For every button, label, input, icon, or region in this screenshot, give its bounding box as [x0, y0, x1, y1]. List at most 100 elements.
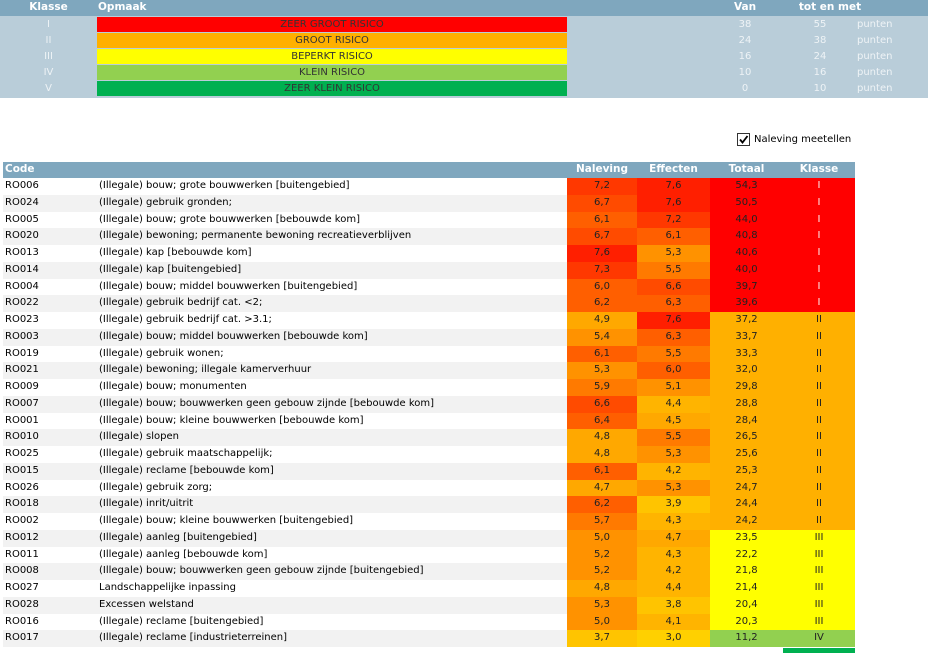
naleving-cell: 4,8 [567, 429, 637, 446]
row-background [3, 228, 567, 245]
row-code: RO021 [5, 364, 39, 376]
effecten-cell: 4,5 [637, 412, 710, 430]
legend-unit: punten [857, 83, 893, 94]
row-description: (Illegale) gebruik maatschappelijk; [99, 448, 273, 459]
row-description: (Illegale) reclame [industrieterreinen] [99, 632, 288, 644]
row-description: (Illegale) bewoning; permanente bewoning… [99, 230, 412, 242]
checkbox[interactable] [737, 133, 750, 146]
klasse-cell: III [783, 580, 855, 597]
klasse-cell: II [783, 345, 855, 363]
row-description: (Illegale) aanleg [buitengebied] [99, 531, 257, 543]
effecten-cell: 4,7 [637, 529, 710, 547]
naleving-cell: 6,1 [567, 211, 637, 229]
row-background [3, 261, 567, 279]
row-code: RO022 [5, 297, 39, 309]
effecten-cell: 5,5 [637, 345, 710, 363]
row-code: RO016 [5, 615, 39, 627]
naleving-cell: 5,0 [567, 529, 637, 547]
effecten-cell: 3,0 [637, 630, 710, 647]
row-description: (Illegale) gebruik zorg; [99, 481, 213, 493]
legend-to: 24 [813, 51, 827, 62]
totaal-cell: 50,5 [710, 194, 783, 212]
naleving-cell: 4,8 [567, 580, 637, 597]
column-header: Naleving [575, 163, 629, 175]
legend-class: IV [43, 67, 54, 78]
legend-unit: punten [857, 35, 893, 46]
klasse-cell: II [783, 446, 855, 463]
effecten-cell: 6,6 [637, 278, 710, 296]
klasse-cell: IV [783, 630, 855, 647]
effecten-cell: 5,3 [637, 446, 710, 463]
naleving-cell: 6,7 [567, 228, 637, 245]
cutoff-cell [783, 648, 855, 653]
totaal-cell: 11,2 [710, 630, 783, 647]
klasse-cell: I [783, 211, 855, 229]
row-description: (Illegale) bewoning; illegale kamerverhu… [99, 364, 312, 376]
effecten-cell: 7,2 [637, 211, 710, 229]
naleving-cell: 7,3 [567, 261, 637, 279]
row-background [3, 596, 567, 614]
row-code: RO023 [5, 314, 39, 325]
checkbox-label[interactable]: Naleving meetellen [754, 134, 852, 145]
row-background [3, 496, 567, 513]
legend-to: 16 [813, 67, 827, 78]
totaal-cell: 39,6 [710, 295, 783, 312]
naleving-cell: 4,9 [567, 312, 637, 329]
row-background [3, 379, 567, 396]
naleving-cell: 6,2 [567, 295, 637, 312]
row-code: RO003 [5, 330, 39, 342]
row-background [3, 211, 567, 229]
naleving-cell: 5,2 [567, 563, 637, 580]
legend-swatch: ZEER KLEIN RISICO [97, 81, 567, 96]
row-background [3, 613, 567, 631]
totaal-cell: 20,3 [710, 613, 783, 631]
legend-class: III [44, 51, 53, 62]
row-description: (Illegale) bouw; middel bouwwerken [bebo… [99, 330, 368, 342]
legend-to: 38 [813, 35, 827, 46]
totaal-cell: 23,5 [710, 529, 783, 547]
effecten-cell: 4,2 [637, 462, 710, 480]
naleving-cell: 6,4 [567, 412, 637, 430]
row-code: RO006 [5, 180, 39, 191]
legend-column-header: Klasse [29, 1, 68, 13]
effecten-cell: 4,1 [637, 613, 710, 631]
legend-from: 0 [741, 83, 749, 94]
effecten-cell: 4,3 [637, 513, 710, 530]
row-code: RO001 [5, 414, 39, 426]
row-code: RO011 [5, 548, 39, 560]
row-background [3, 194, 567, 212]
row-background [3, 412, 567, 430]
check-mark [739, 135, 749, 144]
legend-swatch: KLEIN RISICO [97, 65, 567, 80]
legend-from: 38 [738, 19, 752, 30]
cutoff-row [0, 647, 928, 653]
row-code: RO009 [5, 381, 39, 392]
legend-header [0, 0, 928, 16]
effecten-cell: 5,3 [637, 479, 710, 497]
naleving-cell: 5,4 [567, 328, 637, 346]
row-background [3, 563, 567, 580]
legend-column-header: Opmaak [98, 1, 147, 13]
klasse-cell: II [783, 312, 855, 329]
column-header: Klasse [799, 163, 839, 175]
totaal-cell: 28,8 [710, 395, 783, 413]
legend-column-header: tot en met [798, 1, 862, 13]
effecten-cell: 6,3 [637, 295, 710, 312]
naleving-cell: 6,7 [567, 194, 637, 212]
row-code: RO008 [5, 565, 39, 577]
naleving-cell: 5,3 [567, 596, 637, 614]
totaal-cell: 54,3 [710, 178, 783, 195]
effecten-cell: 6,1 [637, 228, 710, 245]
row-description: (Illegale) bouw; middel bouwwerken [buit… [99, 280, 358, 292]
klasse-cell: II [783, 362, 855, 379]
klasse-cell: I [783, 178, 855, 195]
legend-class: II [45, 35, 52, 46]
naleving-cell: 4,8 [567, 446, 637, 463]
effecten-cell: 7,6 [637, 178, 710, 195]
effecten-cell: 3,8 [637, 596, 710, 614]
column-header: Effecten [649, 163, 698, 175]
effecten-cell: 5,3 [637, 245, 710, 262]
naleving-cell: 5,2 [567, 546, 637, 564]
row-description: (Illegale) reclame [bebouwde kom] [99, 464, 274, 476]
row-description: (Illegale) slopen [99, 431, 179, 443]
